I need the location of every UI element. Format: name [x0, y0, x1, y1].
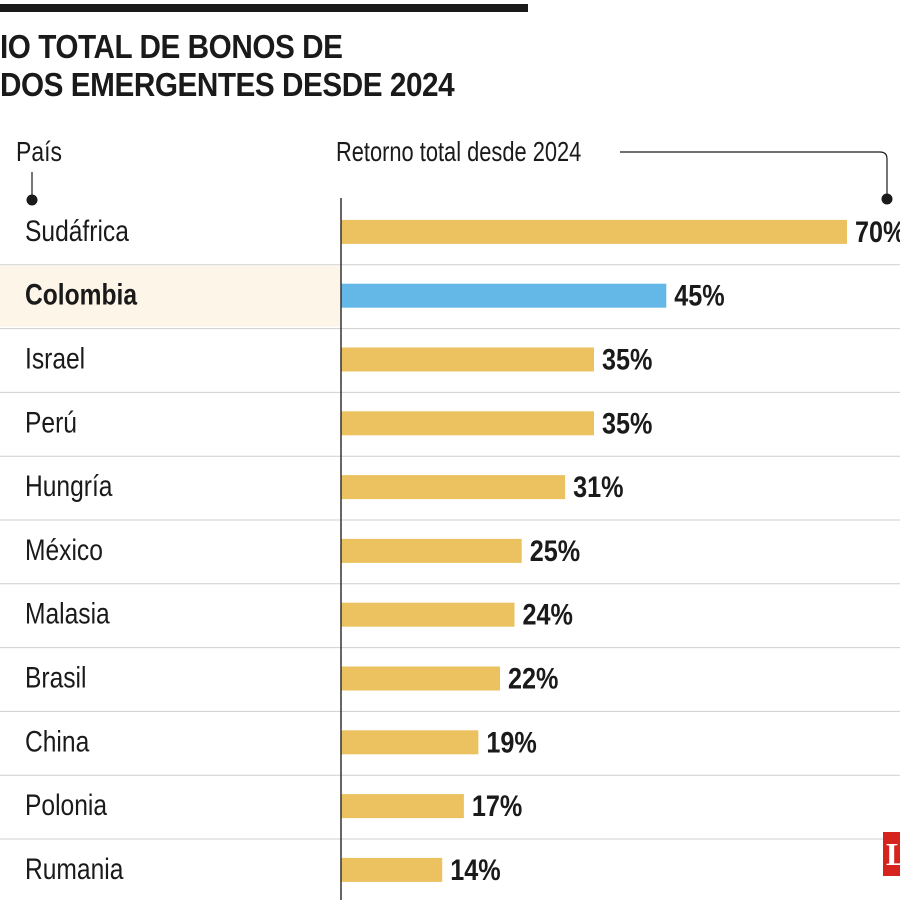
bar-10 — [341, 857, 443, 882]
country-label: Polonia — [25, 788, 108, 822]
bar-2 — [341, 347, 594, 372]
header-connector — [26, 151, 893, 206]
bar-5 — [341, 538, 522, 563]
value-label: 45% — [674, 279, 724, 313]
country-label: Colombia — [25, 277, 138, 311]
value-label: 14% — [450, 853, 500, 887]
bar-6 — [341, 602, 515, 627]
value-label: 24% — [522, 598, 572, 632]
bar-4 — [341, 475, 566, 500]
value-label: 22% — [508, 661, 558, 695]
value-label: 17% — [472, 789, 522, 823]
country-label: Perú — [25, 405, 77, 439]
title-line-1: IO TOTAL DE BONOS DE — [0, 28, 343, 65]
bar-7 — [341, 666, 501, 691]
country-label: México — [25, 533, 103, 567]
country-label: China — [25, 724, 90, 758]
highlight-row-bg — [0, 265, 340, 327]
country-label: Brasil — [25, 660, 86, 694]
value-label: 35% — [602, 406, 652, 440]
value-column-header: Retorno total desde 2024 — [336, 136, 582, 167]
country-header-dot — [26, 194, 38, 206]
value-label: 31% — [573, 470, 623, 504]
country-label: Israel — [25, 341, 85, 375]
brand-logo: L — [883, 832, 900, 876]
chart-rows: Sudáfrica 70% Colombia 45% Israel 35% Perú 35% H… — [0, 198, 900, 900]
country-label: Malasia — [25, 596, 110, 630]
top-rule — [0, 4, 528, 12]
value-label: 25% — [530, 534, 580, 568]
value-header-dot — [881, 193, 893, 205]
bar-8 — [341, 730, 479, 755]
country-label: Rumania — [25, 852, 124, 886]
country-label: Hungría — [25, 469, 113, 503]
bar-3 — [341, 411, 594, 436]
bar-9 — [341, 794, 464, 819]
chart-title: IO TOTAL DE BONOS DE DOS EMERGENTES DESD… — [0, 28, 540, 104]
bar-1 — [341, 283, 667, 308]
country-label: Sudáfrica — [25, 214, 130, 248]
value-label: 35% — [602, 342, 652, 376]
country-column-header: País — [16, 136, 62, 167]
value-label: 70% — [855, 215, 900, 249]
title-line-2: DOS EMERGENTES DESDE 2024 — [0, 66, 455, 103]
value-label: 19% — [486, 725, 536, 759]
value-header-connector — [620, 151, 888, 196]
bar-0 — [341, 219, 847, 244]
